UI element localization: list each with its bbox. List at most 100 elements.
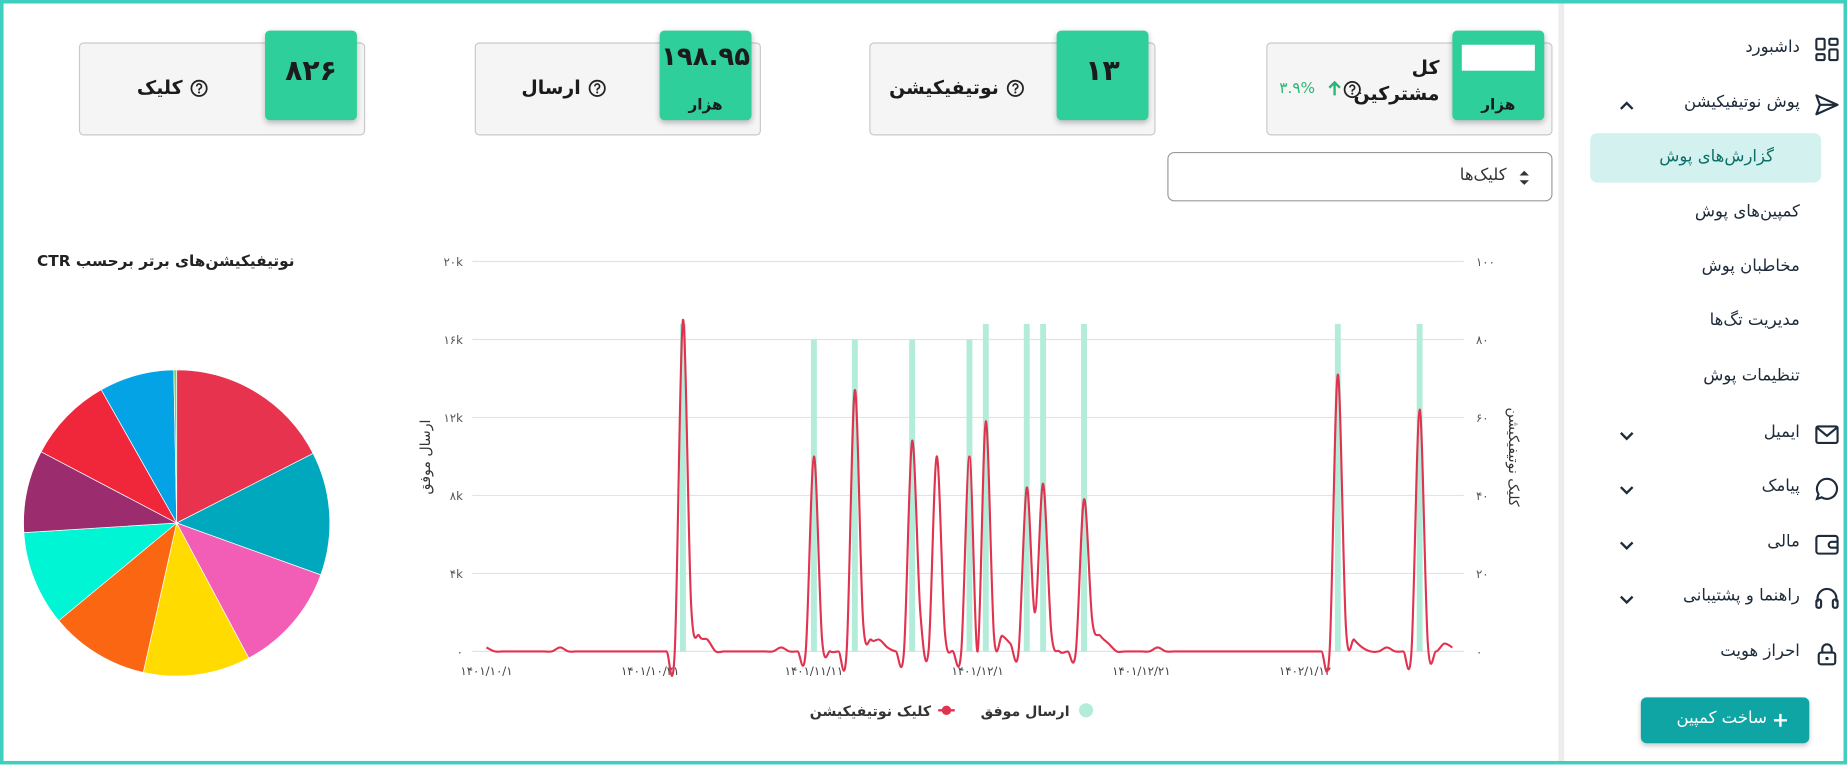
up-arrow — [1328, 80, 1341, 96]
menu-item[interactable]: احراز هویت — [1720, 641, 1800, 661]
stat-label-row: نوتیفیکیشن — [889, 77, 1025, 99]
x-tick-label: ۱۴۰۱/۱۰/۲۱ — [621, 664, 679, 678]
chevron-up — [1619, 101, 1634, 110]
pie-slice — [58, 522, 178, 673]
push-icon — [1815, 94, 1839, 116]
sidebar: داشبورد پوش نوتیفیکیشن گزارش‌های پوش کمپ… — [1558, 3, 1844, 761]
stat-badge: ۸۲۶ — [265, 30, 357, 121]
plus-icon — [1773, 713, 1787, 727]
submenu-item[interactable]: مدیریت تگ‌ها — [1709, 310, 1800, 330]
submenu-item[interactable]: کمپین‌های پوش — [1694, 202, 1800, 222]
charts: ۰ ۴k ۸k ۱۲k ۱۶k ۲۰k ۰ ۲۰ ۴۰ ۶۰ ۸۰ ۱۰۰ ۱۴۰۱/۱۰/۱ ۱۴۰۱/… — [23, 252, 1521, 720]
stat-label: کل مشترکین — [1353, 56, 1440, 105]
bar — [909, 339, 916, 652]
y2-tick-label: ۲۰ — [1476, 567, 1489, 581]
bar — [1081, 323, 1087, 652]
pie-slice — [173, 369, 178, 524]
select-arrows — [1519, 170, 1529, 185]
stat-value: ۸۲۶ — [285, 54, 337, 88]
stat-label-row: ارسال — [521, 77, 606, 99]
chevron-down — [1619, 486, 1634, 495]
y-tick-label: ۸k — [450, 489, 463, 503]
stat-change: ۳.۹% — [1279, 80, 1316, 98]
bar — [1416, 323, 1423, 652]
help-icon — [1343, 80, 1361, 99]
stat-value: ۱۹۸.۹۵ — [661, 42, 751, 72]
y-tick-label: ۴k — [450, 567, 463, 581]
legend-label: کلیک نوتیفیکیشن — [810, 704, 932, 720]
help-icon — [1006, 79, 1024, 97]
dashboard-icon — [1815, 37, 1839, 62]
help-icon — [190, 79, 208, 97]
stat-badge: ۱۳ — [1056, 30, 1149, 121]
support-icon — [1815, 587, 1839, 609]
stat-badge: هزار — [1452, 30, 1545, 121]
y2-tick-label: ۴۰ — [1476, 489, 1489, 503]
y2-tick-label: ۸۰ — [1476, 333, 1489, 347]
y-tick-label: ۰ — [457, 645, 463, 659]
pie-slice — [175, 522, 322, 659]
x-tick-label: ۱۴۰۱/۱۲/۱ — [952, 664, 1004, 678]
menu-item[interactable]: ایمیل — [1763, 422, 1800, 442]
menu-item[interactable]: راهنما و پشتیبانی — [1683, 586, 1800, 606]
select-value: کلیک‌ها — [1459, 166, 1507, 185]
redacted-value — [1461, 44, 1535, 71]
legend-swatch — [941, 705, 952, 716]
bar — [966, 339, 973, 652]
menu-item[interactable]: پیامک — [1761, 477, 1800, 496]
stat-label: ارسال — [521, 76, 581, 99]
line — [486, 318, 1453, 677]
pie-slice — [40, 389, 178, 524]
submenu-item[interactable]: مخاطبان پوش — [1701, 256, 1800, 276]
menu-item[interactable]: داشبورد — [1745, 37, 1800, 57]
chevron-down — [1619, 432, 1634, 441]
lock-icon — [1817, 643, 1837, 666]
chevron-down — [1619, 541, 1634, 550]
pie-slice — [175, 453, 331, 576]
bar — [982, 323, 989, 652]
y2-tick-label: ۰ — [1476, 645, 1482, 659]
stat-label-row: کلیک — [137, 77, 209, 99]
pie-slice — [23, 451, 178, 533]
y2-tick-label: ۶۰ — [1476, 411, 1489, 425]
y2-tick-label: ۱۰۰ — [1476, 255, 1495, 269]
email-icon — [1815, 425, 1839, 444]
bar — [679, 323, 686, 652]
pie-title: نوتیفیکیشن‌های برتر برحسب CTR — [37, 252, 294, 270]
stat-label: کلیک — [136, 76, 183, 99]
x-tick-label: ۱۴۰۲/۱/۱۲ — [1279, 664, 1331, 678]
x-tick-label: ۱۴۰۱/۱۰/۱ — [460, 664, 512, 678]
bar — [810, 339, 817, 652]
legend-swatch — [1078, 703, 1094, 718]
stat-unit: هزار — [688, 96, 723, 115]
pie-slice — [176, 369, 314, 524]
submenu-item[interactable]: گزارش‌های پوش — [1659, 147, 1774, 167]
stat-label: نوتیفیکیشن — [889, 76, 999, 99]
create-campaign-button[interactable]: ساخت کمپین — [1640, 697, 1810, 744]
menu-item[interactable]: پوش نوتیفیکیشن — [1684, 93, 1800, 112]
chevron-down — [1619, 595, 1634, 605]
x-tick-label: ۱۴۰۱/۱۲/۲۱ — [1112, 664, 1170, 678]
stat-unit: هزار — [1481, 96, 1516, 115]
select[interactable]: کلیک‌ها — [1167, 151, 1553, 202]
sms-icon — [1815, 477, 1839, 501]
bar — [851, 339, 858, 652]
pie-slice — [142, 521, 250, 677]
menu-item[interactable]: مالی — [1767, 532, 1800, 552]
active-highlight — [1590, 133, 1822, 183]
bar — [1334, 323, 1341, 652]
y2-axis-title: کلیک نوتیفیکیشن — [1505, 408, 1521, 507]
stat-badge: ۱۹۸.۹۵ هزار — [659, 30, 752, 121]
x-tick-label: ۱۴۰۱/۱۱/۱۱ — [785, 664, 843, 678]
pie-slice — [23, 522, 178, 622]
wallet-icon — [1815, 534, 1839, 555]
submenu-item[interactable]: تنظیمات پوش — [1703, 366, 1800, 386]
y-axis-title: ارسال موفق — [418, 420, 434, 495]
button-label: ساخت کمپین — [1676, 709, 1767, 728]
y-tick-label: ۲۰k — [443, 255, 463, 269]
legend-label: ارسال موفق — [981, 704, 1070, 720]
y-tick-label: ۱۲k — [443, 411, 463, 425]
